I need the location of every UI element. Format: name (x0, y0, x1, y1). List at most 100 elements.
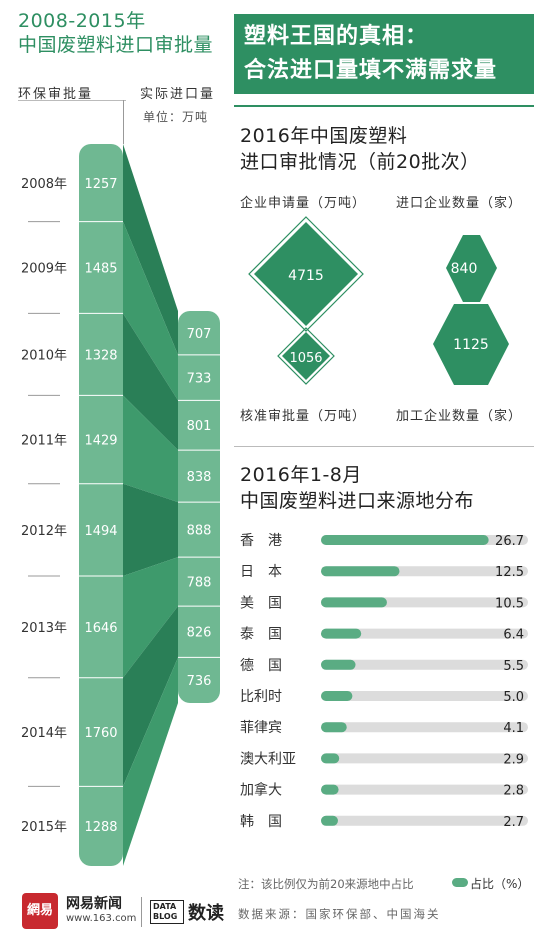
approved-value: 1328 (84, 348, 117, 363)
bar-value-label: 2.9 (503, 752, 524, 767)
source-bar-chart: 香 港 26.7 日 本 12.5 美 国 10.5 泰 国 6.4 德 国 5.5 比利时 5.0 菲… (240, 533, 528, 830)
year-label: 2013年 (21, 621, 67, 636)
headline-banner: 塑料王国的真相： 合法进口量填不满需求量 (234, 14, 534, 94)
flow-band (123, 483, 178, 577)
netease-logo-text: 網易 (26, 903, 53, 918)
left-title-line2: 中国废塑料进口审批量 (18, 34, 214, 56)
year-label: 2009年 (21, 262, 67, 277)
bar-track (321, 691, 528, 701)
importers-label: 进口企业数量（家） (396, 196, 523, 211)
actual-value: 733 (187, 372, 212, 387)
bar-fill (321, 535, 489, 545)
approved-column-header: 环保审批量 (18, 87, 94, 102)
datablog-logo: DATA BLOG (150, 900, 184, 924)
bar-fill (321, 659, 356, 670)
header-tick (123, 100, 124, 144)
brand-url: www.163.com (66, 913, 137, 924)
flow-band (123, 557, 178, 678)
footer-separator (141, 897, 142, 927)
processors-hexagon (433, 304, 509, 385)
approved-value: 1288 (84, 820, 117, 835)
bar-value-label: 2.8 (503, 784, 524, 799)
source-label: 加拿大 (240, 782, 282, 799)
approved-diamond (282, 332, 330, 380)
approved-value: 1485 (84, 262, 117, 277)
bar-fill (321, 691, 353, 701)
bar-fill (321, 753, 340, 764)
banner-line1: 塑料王国的真相： (244, 24, 429, 49)
source-label: 比利时 (240, 689, 282, 705)
applied-diamond-outline (248, 216, 364, 332)
importers-hexagon (446, 235, 497, 302)
flow-band (123, 606, 178, 787)
bar-fill (321, 597, 387, 608)
actual-value: 788 (187, 576, 212, 591)
year-label: 2011年 (21, 434, 67, 449)
bar-track (321, 722, 528, 733)
bar-value-label: 12.5 (495, 565, 524, 580)
actual-value: 736 (187, 674, 212, 689)
actual-column-header: 实际进口量 (140, 87, 216, 102)
bar-fill (321, 815, 338, 826)
actual-value: 707 (187, 327, 212, 342)
bar-track (321, 628, 528, 639)
bar-track (321, 659, 528, 670)
year-label: 2010年 (21, 348, 67, 363)
actual-value: 888 (187, 524, 212, 539)
legend-swatch (452, 878, 468, 887)
approved-column (79, 144, 123, 866)
approved-diamond-outline (277, 327, 335, 385)
source-label: 菲律宾 (240, 720, 282, 736)
approval-title-line2: 进口审批情况（前20批次） (240, 151, 480, 173)
approved-value: 1257 (84, 177, 117, 192)
year-label: 2012年 (21, 524, 67, 539)
legend-label: 占比（%） (470, 877, 530, 891)
applied-value: 4715 (288, 268, 324, 284)
bar-track (321, 815, 528, 826)
applied-diamond (254, 222, 358, 326)
importers-value: 840 (451, 261, 478, 277)
approved-value: 1760 (84, 726, 117, 741)
bar-fill (321, 628, 362, 639)
section-divider (234, 105, 534, 107)
bar-value-label: 6.4 (503, 628, 524, 643)
section-divider-2 (234, 446, 534, 447)
bar-value-label: 5.5 (503, 659, 524, 674)
approved-value: 1494 (84, 524, 117, 539)
header-underline (18, 100, 126, 101)
source-label: 德 国 (240, 658, 282, 674)
note-text: 注：该比例仅为前20来源地中占比 (238, 877, 414, 891)
flow-band (123, 221, 178, 401)
processors-value: 1125 (453, 337, 489, 353)
approval-title-line1: 2016年中国废塑料 (240, 125, 408, 147)
bar-value-label: 4.1 (503, 721, 524, 736)
unit-label: 单位：万吨 (143, 110, 209, 124)
bar-value-label: 26.7 (495, 534, 524, 549)
source-title-line2: 中国废塑料进口来源地分布 (240, 490, 475, 512)
source-label: 美 国 (240, 595, 282, 611)
banner-line2: 合法进口量填不满需求量 (244, 58, 498, 83)
bar-value-label: 10.5 (495, 596, 524, 611)
bar-fill (321, 566, 400, 577)
brand-name: 网易新闻 (66, 896, 122, 912)
netease-logo: 網易 (22, 893, 58, 929)
approved-value: 1429 (84, 434, 117, 449)
year-label: 2008年 (21, 177, 67, 192)
source-label: 泰 国 (240, 627, 282, 643)
flow-band (123, 657, 178, 866)
actual-value: 838 (187, 470, 212, 485)
bar-fill (321, 722, 347, 733)
dushu-logo: 数读 (188, 903, 224, 924)
source-note: 数据来源：国家环保部、中国海关 (238, 907, 441, 921)
processors-label: 加工企业数量（家） (396, 409, 523, 424)
bar-fill (321, 784, 339, 795)
approved-value: 1056 (289, 351, 322, 366)
year-label: 2015年 (21, 820, 67, 835)
approval-shapes: 4715 1056 840 1125 (248, 216, 509, 385)
flow-band (123, 144, 178, 355)
approved-label: 核准审批量（万吨） (240, 409, 367, 424)
actual-value: 801 (187, 419, 212, 434)
source-label: 韩 国 (240, 814, 282, 830)
applied-label: 企业申请量（万吨） (240, 196, 367, 211)
source-label: 香 港 (240, 533, 282, 549)
